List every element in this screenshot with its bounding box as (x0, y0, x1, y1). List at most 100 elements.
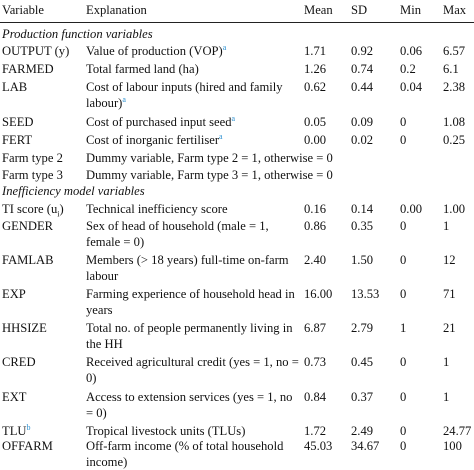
row-min: 0 (400, 219, 407, 233)
row-min: 0.06 (400, 44, 423, 58)
row-min: 0 (400, 133, 407, 147)
row-sd: 34.67 (351, 439, 380, 453)
row-variable: FERT (2, 133, 33, 147)
row-sd: 2.79 (351, 321, 374, 335)
row-sd: 0.14 (351, 202, 374, 216)
section-inefficiency: Inefficiency model variables (2, 184, 145, 198)
row-min: 0 (400, 287, 407, 301)
row-max: 71 (443, 287, 456, 301)
row-variable: TI score (ui) (2, 202, 64, 219)
row-variable: HHSIZE (2, 321, 47, 335)
row-sd: 0.09 (351, 115, 374, 129)
row-variable: OFFARM (2, 439, 53, 453)
row-explanation: Members (> 18 years) full-time on-farm l… (86, 253, 289, 283)
row-mean: 0.05 (304, 115, 327, 129)
row-max: 2.38 (443, 80, 466, 94)
row-mean: 6.87 (304, 321, 327, 335)
row-explanation: Tropical livestock units (TLUs) (86, 424, 246, 438)
row-explanation: Dummy variable, Farm type 2 = 1, otherwi… (86, 151, 333, 165)
row-min: 0 (400, 115, 407, 129)
row-sd: 13.53 (351, 287, 380, 301)
row-explanation: Cost of inorganic fertilisera (86, 132, 223, 148)
row-mean: 0.86 (304, 219, 327, 233)
row-mean: 0.62 (304, 80, 327, 94)
row-variable: SEED (2, 115, 34, 129)
row-variable: OUTPUT (y) (2, 44, 70, 58)
row-sd: 0.74 (351, 62, 374, 76)
header-rule (0, 22, 474, 23)
row-explanation: Dummy variable, Farm type 3 = 1, otherwi… (86, 168, 333, 182)
row-explanation: Cost of labour inputs (hired and family … (86, 80, 283, 110)
row-mean: 0.16 (304, 202, 327, 216)
row-explanation: Technical inefficiency score (86, 202, 228, 216)
row-mean: 1.72 (304, 424, 327, 438)
row-min: 0.00 (400, 202, 423, 216)
row-mean: 0.73 (304, 355, 327, 369)
footnote-marker[interactable]: a (222, 43, 227, 52)
row-variable: FAMLAB (2, 253, 54, 267)
row-mean: 1.71 (304, 44, 327, 58)
row-mean: 0.00 (304, 133, 327, 147)
row-sd: 0.02 (351, 133, 374, 147)
row-min: 0 (400, 424, 407, 438)
row-explanation: Sex of head of household (male = 1, fema… (86, 219, 269, 249)
row-variable: TLUb (2, 423, 31, 439)
row-variable: CRED (2, 355, 36, 369)
row-max: 12 (443, 253, 456, 267)
row-sd: 0.45 (351, 355, 374, 369)
footnote-marker[interactable]: a (122, 94, 126, 104)
row-max: 0.25 (443, 133, 466, 147)
row-sd: 1.50 (351, 253, 374, 267)
row-sd: 0.92 (351, 44, 374, 58)
section-production: Production function variables (2, 27, 153, 41)
row-mean: 2.40 (304, 253, 327, 267)
row-explanation: Received agricultural credit (yes = 1, n… (86, 355, 299, 385)
row-max: 6.1 (443, 62, 459, 76)
row-sd: 2.49 (351, 424, 374, 438)
row-variable: EXP (2, 287, 26, 301)
row-variable: LAB (2, 80, 28, 94)
row-explanation: Farming experience of household head in … (86, 287, 295, 317)
row-min: 0 (400, 439, 407, 453)
row-explanation: Total no. of people permanently living i… (86, 321, 293, 351)
header-sd: SD (351, 3, 368, 17)
row-variable: FARMED (2, 62, 54, 76)
footnote-marker[interactable]: b (26, 423, 31, 432)
row-max: 21 (443, 321, 456, 335)
header-min: Min (400, 3, 421, 17)
row-max: 1 (443, 390, 450, 404)
row-min: 1 (400, 321, 407, 335)
row-variable: GENDER (2, 219, 54, 233)
header-variable: Variable (2, 3, 44, 17)
row-max: 1 (443, 355, 450, 369)
row-explanation: Value of production (VOP)a (86, 43, 227, 59)
header-explanation: Explanation (86, 3, 147, 17)
row-explanation: Off-farm income (% of total household in… (86, 439, 284, 469)
row-min: 0.2 (400, 62, 416, 76)
row-min: 0 (400, 390, 407, 404)
row-max: 1.00 (443, 202, 466, 216)
row-mean: 1.26 (304, 62, 327, 76)
row-mean: 45.03 (304, 439, 333, 453)
row-max: 6.57 (443, 44, 466, 58)
row-variable: Farm type 2 (2, 151, 63, 165)
row-max: 1 (443, 219, 450, 233)
header-max: Max (443, 3, 467, 17)
row-explanation: Total farmed land (ha) (86, 62, 199, 76)
row-variable: EXT (2, 390, 27, 404)
row-sd: 0.35 (351, 219, 374, 233)
row-min: 0.04 (400, 80, 423, 94)
footnote-marker[interactable]: a (219, 132, 223, 141)
row-sd: 0.44 (351, 80, 374, 94)
row-max: 1.08 (443, 115, 466, 129)
footnote-marker[interactable]: a (231, 114, 236, 123)
row-mean: 16.00 (304, 287, 333, 301)
row-explanation: Access to extension services (yes = 1, n… (86, 390, 293, 420)
row-min: 0 (400, 355, 407, 369)
row-explanation: Cost of purchased input seeda (86, 114, 236, 130)
row-max: 100 (443, 439, 462, 453)
header-mean: Mean (304, 3, 333, 17)
row-min: 0 (400, 253, 407, 267)
row-variable: Farm type 3 (2, 168, 63, 182)
row-max: 24.77 (443, 424, 472, 438)
